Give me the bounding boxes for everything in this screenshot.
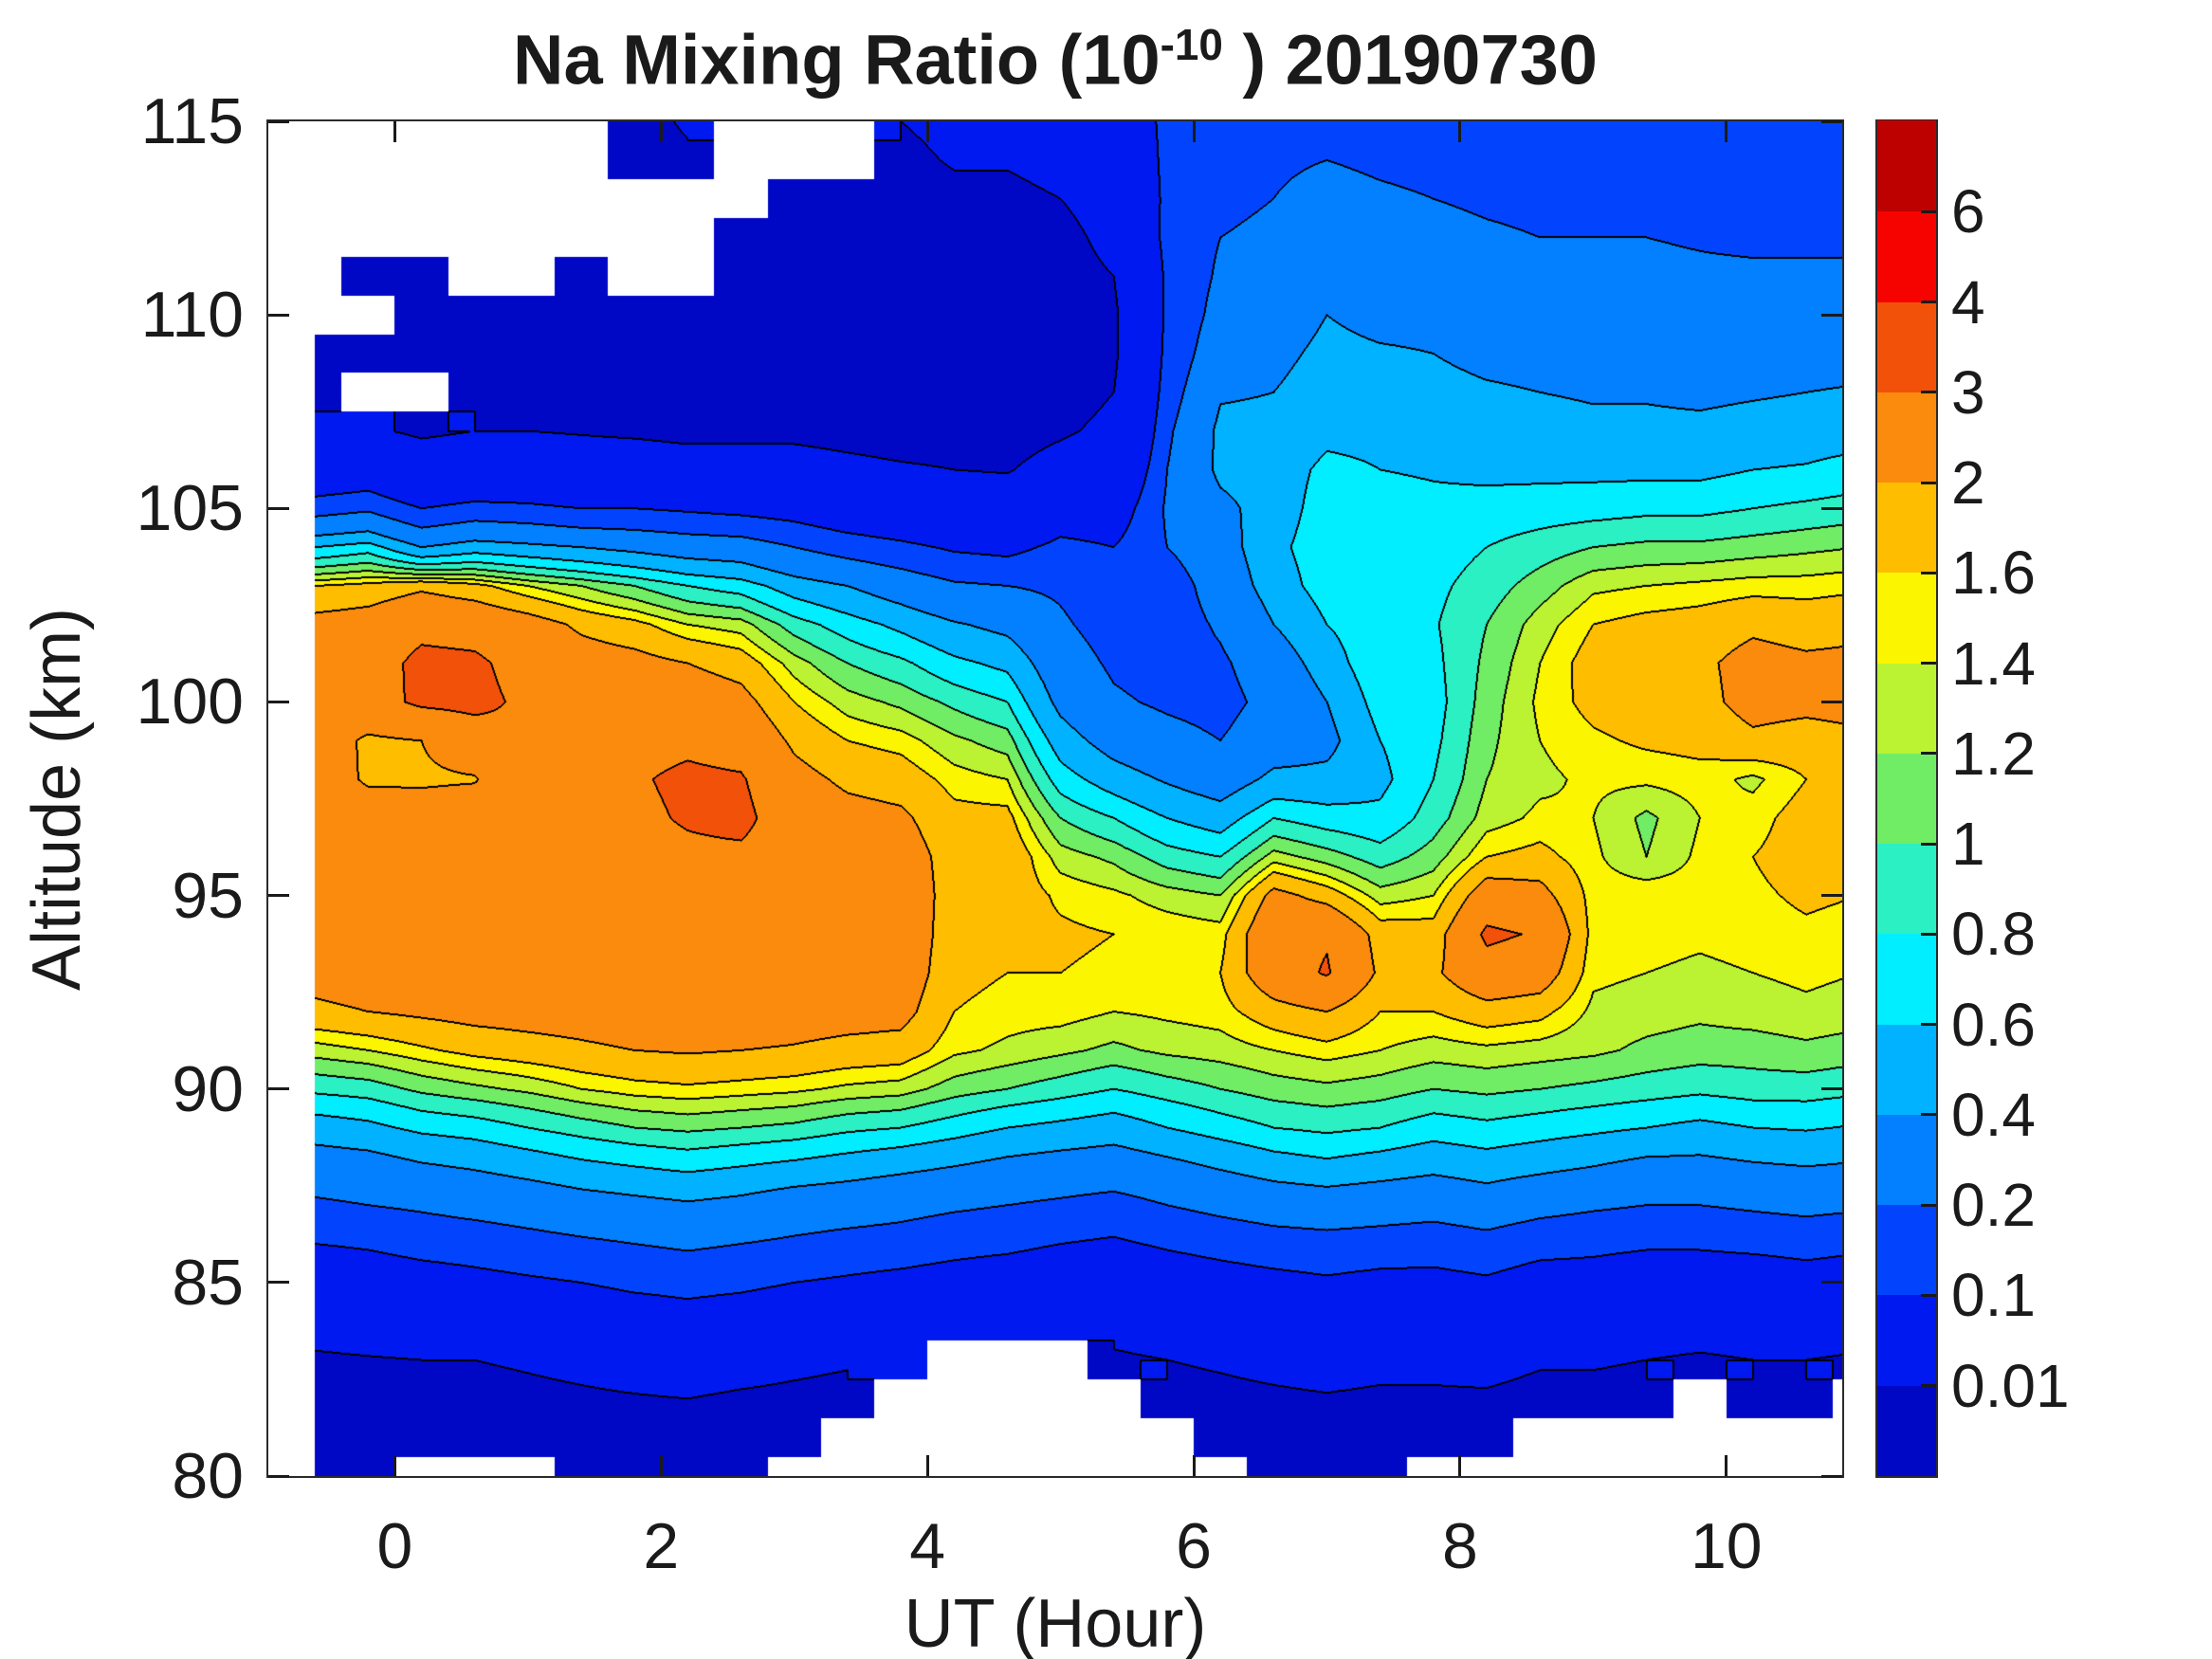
colorbar-band xyxy=(1877,1385,1936,1476)
y-tick-mark-right xyxy=(1821,700,1842,703)
colorbar-tick-mark xyxy=(1921,571,1936,574)
colorbar-tick-label: 0.6 xyxy=(1951,990,2036,1059)
colorbar-tick-mark xyxy=(1921,1203,1936,1207)
title-suffix: ) 20190730 xyxy=(1222,20,1598,100)
colorbar-band xyxy=(1877,933,1936,1025)
colorbar-tick-label: 1.4 xyxy=(1951,629,2036,698)
colorbar-tick-mark xyxy=(1921,932,1936,936)
y-tick-mark-right xyxy=(1821,313,1842,317)
colorbar-tick-mark xyxy=(1921,481,1936,484)
colorbar-band xyxy=(1877,1023,1936,1115)
y-tick-label: 110 xyxy=(140,279,244,352)
x-tick-label: 2 xyxy=(643,1510,680,1582)
colorbar-tick-mark xyxy=(1921,301,1936,304)
x-tick-label: 4 xyxy=(909,1510,946,1582)
plot-area xyxy=(266,119,1844,1478)
x-tick-mark xyxy=(925,1455,929,1476)
x-tick-mark xyxy=(393,1455,396,1476)
contour-plot-canvas xyxy=(268,121,1842,1476)
x-tick-label: 6 xyxy=(1176,1510,1212,1582)
x-tick-mark xyxy=(659,1455,663,1476)
x-tick-mark xyxy=(1192,1455,1196,1476)
colorbar-tick-label: 0.4 xyxy=(1951,1080,2036,1149)
y-tick-mark xyxy=(268,313,289,317)
y-tick-mark xyxy=(268,894,289,898)
x-tick-mark-top xyxy=(1725,121,1728,142)
colorbar-tick-mark xyxy=(1921,1293,1936,1297)
colorbar-band xyxy=(1877,120,1936,212)
y-axis-label-text: Altitude (km) xyxy=(19,607,95,991)
colorbar-band xyxy=(1877,392,1936,483)
colorbar-band xyxy=(1877,301,1936,392)
title-exponent: -10 xyxy=(1160,20,1223,69)
y-tick-label: 115 xyxy=(140,85,244,157)
y-tick-mark xyxy=(268,1087,289,1091)
colorbar-band xyxy=(1877,1204,1936,1296)
colorbar-band xyxy=(1877,210,1936,302)
colorbar-tick-mark xyxy=(1921,391,1936,394)
colorbar-tick-mark xyxy=(1921,1113,1936,1117)
y-tick-label: 100 xyxy=(136,665,244,738)
colorbar-tick-label: 0.8 xyxy=(1951,900,2036,969)
colorbar-tick-label: 3 xyxy=(1951,357,1985,427)
y-tick-mark-right xyxy=(1821,119,1842,123)
colorbar-tick-label: 1.2 xyxy=(1951,719,2036,788)
colorbar-tick-mark xyxy=(1921,1023,1936,1027)
colorbar-tick-mark xyxy=(1921,752,1936,756)
y-tick-mark-right xyxy=(1821,1281,1842,1285)
x-axis-label: UT (Hour) xyxy=(904,1586,1207,1659)
colorbar-tick-label: 1.6 xyxy=(1951,538,2036,608)
x-tick-label: 10 xyxy=(1690,1510,1763,1582)
y-tick-label: 90 xyxy=(172,1052,244,1125)
colorbar-band xyxy=(1877,662,1936,754)
y-tick-mark xyxy=(268,119,289,123)
y-tick-mark-right xyxy=(1821,1474,1842,1478)
x-tick-mark xyxy=(1725,1455,1728,1476)
colorbar-tick-mark xyxy=(1921,1384,1936,1388)
colorbar-band xyxy=(1877,1114,1936,1206)
colorbar-tick-label: 2 xyxy=(1951,448,1985,518)
x-tick-mark-top xyxy=(1192,121,1196,142)
colorbar-band xyxy=(1877,753,1936,845)
colorbar-tick-mark xyxy=(1921,842,1936,846)
chart-title: Na Mixing Ratio (10-10 ) 20190730 xyxy=(268,19,1842,100)
colorbar xyxy=(1875,119,1938,1478)
colorbar-tick-mark xyxy=(1921,210,1936,213)
colorbar-tick-label: 0.01 xyxy=(1951,1351,2070,1420)
x-tick-label: 8 xyxy=(1442,1510,1478,1582)
x-tick-mark-top xyxy=(659,121,663,142)
colorbar-tick-label: 4 xyxy=(1951,267,1985,337)
x-tick-mark xyxy=(1458,1455,1462,1476)
y-tick-label: 85 xyxy=(172,1246,244,1319)
colorbar-tick-label: 6 xyxy=(1951,177,1985,246)
title-prefix: Na Mixing Ratio (10 xyxy=(513,20,1161,100)
y-tick-mark xyxy=(268,1474,289,1478)
colorbar-tick-label: 0.2 xyxy=(1951,1171,2036,1240)
y-tick-label: 80 xyxy=(172,1440,244,1512)
y-tick-mark-right xyxy=(1821,1087,1842,1091)
x-tick-mark-top xyxy=(925,121,929,142)
colorbar-band xyxy=(1877,1294,1936,1386)
colorbar-band xyxy=(1877,843,1936,935)
colorbar-band xyxy=(1877,572,1936,664)
y-tick-mark xyxy=(268,506,289,510)
x-tick-label: 0 xyxy=(376,1510,413,1582)
y-tick-mark-right xyxy=(1821,506,1842,510)
y-tick-label: 105 xyxy=(136,472,244,545)
colorbar-tick-mark xyxy=(1921,662,1936,665)
x-tick-mark-top xyxy=(393,121,396,142)
colorbar-tick-label: 0.1 xyxy=(1951,1261,2036,1330)
y-tick-mark xyxy=(268,700,289,703)
y-tick-label: 95 xyxy=(172,859,244,932)
y-tick-mark-right xyxy=(1821,894,1842,898)
y-tick-mark xyxy=(268,1281,289,1285)
colorbar-band xyxy=(1877,482,1936,574)
x-tick-mark-top xyxy=(1458,121,1462,142)
colorbar-tick-label: 1 xyxy=(1951,810,1985,879)
